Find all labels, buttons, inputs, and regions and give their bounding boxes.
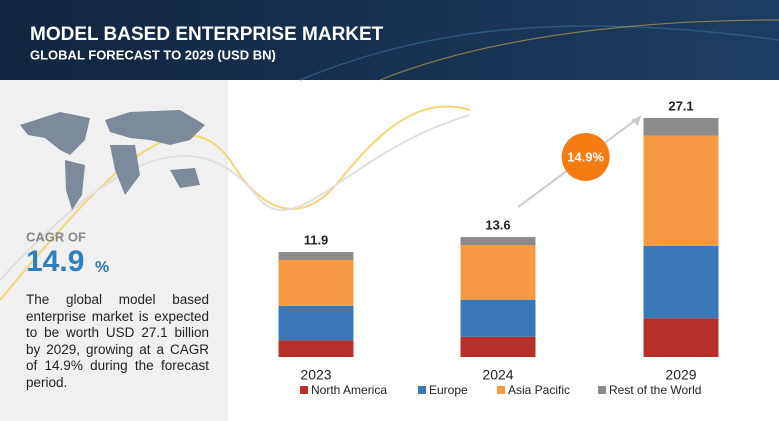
x-tick-label: 2023 xyxy=(300,367,331,383)
bar-segment xyxy=(278,252,354,260)
bar-segment xyxy=(278,305,354,341)
total-label: 11.9 xyxy=(304,232,329,247)
legend-label: North America xyxy=(311,383,387,397)
legend-swatch xyxy=(418,386,426,394)
decor-line xyxy=(379,19,779,81)
bar-segment xyxy=(278,340,354,357)
bar-segment xyxy=(643,118,719,136)
description: The global model based enterprise market… xyxy=(26,292,209,390)
decor-curve xyxy=(0,105,471,301)
bar-segment xyxy=(278,259,354,306)
title: MODEL BASED ENTERPRISE MARKET xyxy=(30,24,384,45)
subtitle: GLOBAL FORECAST TO 2029 (USD BN) xyxy=(30,47,276,62)
total-label: 13.6 xyxy=(485,217,510,232)
decor-line xyxy=(299,25,779,81)
legend-label: Europe xyxy=(429,383,468,397)
cagr-bubble xyxy=(561,132,610,181)
legend-label: Asia Pacific xyxy=(508,383,570,397)
legend-label: Rest of the World xyxy=(609,383,701,397)
bar-segment xyxy=(460,244,536,300)
decor-curve xyxy=(0,114,471,281)
world-map xyxy=(20,110,205,210)
bar-segment xyxy=(643,318,719,357)
cagr-unit: % xyxy=(95,259,109,276)
legend-swatch xyxy=(598,386,606,394)
cagr-bubble-label: 14.9% xyxy=(567,149,604,164)
legend-swatch xyxy=(497,386,505,394)
bar-segment xyxy=(643,135,719,246)
total-label: 27.1 xyxy=(668,98,693,113)
arrow-head xyxy=(631,116,641,126)
cagr-label: CAGR OF xyxy=(26,229,86,244)
cagr-value: 14.9 xyxy=(26,245,84,278)
bar-segment xyxy=(643,245,719,319)
bar-segment xyxy=(460,299,536,337)
bar-segment xyxy=(460,237,536,245)
x-tick-label: 2029 xyxy=(665,367,696,383)
bar-segment xyxy=(460,336,536,357)
legend-swatch xyxy=(300,386,308,394)
header-band xyxy=(0,0,779,80)
x-tick-label: 2024 xyxy=(482,367,513,383)
